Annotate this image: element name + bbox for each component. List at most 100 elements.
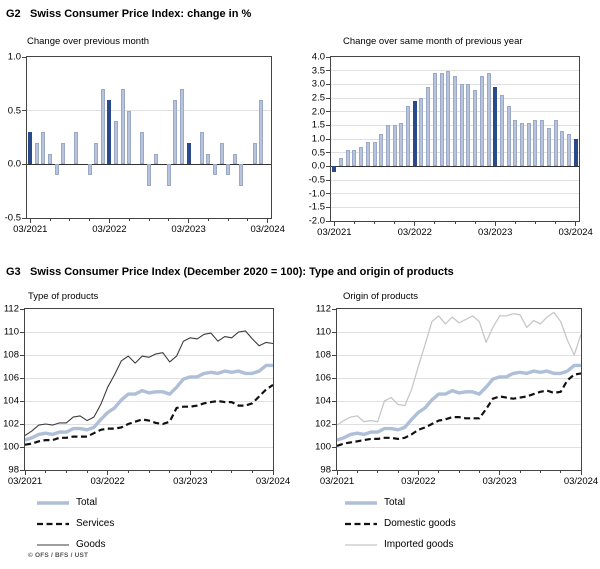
x-axis-minor-tick [434, 221, 436, 224]
y-axis-tick [326, 70, 330, 72]
bar [526, 122, 531, 167]
x-axis-major-tick [267, 218, 269, 223]
x-axis-minor-tick [394, 221, 396, 224]
y-axis-label: 0.5 [7, 105, 21, 117]
y-axis-label: 106 [3, 372, 19, 384]
bar [34, 142, 39, 165]
y-axis-label: 98 [8, 464, 19, 476]
origin-lines [337, 311, 581, 447]
y-axis-tick [326, 83, 330, 85]
x-axis-major-tick [272, 470, 274, 475]
bar [479, 76, 484, 167]
x-axis-label: 03/2024 [558, 227, 593, 238]
legend-line-sample [37, 500, 69, 505]
origin-chart-legend: Total Domestic goods Imported goods [345, 492, 456, 555]
y-gridline [25, 400, 273, 402]
bar [61, 142, 66, 165]
y-axis-label: -1.5 [308, 201, 325, 213]
x-axis-minor-tick [377, 470, 379, 473]
bar [94, 142, 99, 165]
y-axis-label: 1.5 [311, 119, 325, 131]
y-gridline [331, 179, 579, 181]
legend-item: Domestic goods [345, 513, 456, 534]
x-axis-major-tick [189, 470, 191, 475]
bar [140, 132, 145, 165]
legend-line-sample [345, 522, 377, 525]
y-gridline [337, 331, 581, 333]
bar [239, 164, 244, 186]
x-axis-minor-tick [49, 218, 51, 221]
y-axis-label: 112 [3, 303, 19, 315]
bar [147, 164, 151, 186]
x-axis-label: 03/2021 [13, 224, 48, 235]
y-axis-tick [20, 377, 24, 379]
x-axis-minor-tick [127, 470, 129, 473]
x-axis-label: 03/2024 [563, 476, 599, 487]
bar [406, 106, 411, 167]
bar-highlight [493, 87, 498, 167]
bar [74, 132, 79, 165]
x-axis-minor-tick [397, 470, 399, 473]
x-axis-minor-tick [478, 470, 480, 473]
bar [179, 89, 184, 165]
mom-chart-subtitle: Change over previous month [27, 36, 149, 47]
legend-swatch-services [37, 521, 69, 527]
y-axis-label: 110 [3, 326, 19, 338]
y-axis-tick [20, 423, 24, 425]
y-axis-label: 100 [3, 441, 19, 453]
legend-label: Domestic goods [384, 518, 456, 529]
g2-header: G2 Swiss Consumer Price Index: change in… [6, 8, 251, 20]
bar [553, 119, 558, 167]
y-axis-tick [326, 220, 330, 222]
y-axis-tick [326, 138, 330, 140]
yoy-bar-chart: -2.0 -1.5 -1.0 -0.5 0.0 0.5 1.0 1.5 2.0 2.5 3.0 3.5… [309, 52, 593, 239]
x-axis-major-tick [494, 221, 496, 226]
bar-highlight [186, 142, 191, 165]
type-chart-subtitle: Type of products [28, 291, 99, 302]
y-axis-label: 1.0 [7, 51, 21, 63]
bar [345, 149, 350, 167]
x-axis-minor-tick [353, 221, 355, 224]
bar [339, 158, 344, 167]
bar-highlight [28, 132, 33, 165]
y-gridline [337, 423, 581, 425]
type-lines [25, 330, 273, 446]
bar [226, 164, 231, 176]
bar [372, 141, 377, 167]
y-gridline [337, 446, 581, 448]
bar [252, 142, 257, 165]
bar [473, 89, 478, 167]
x-axis-minor-tick [65, 470, 67, 473]
legend-label: Goods [76, 539, 106, 550]
y-gridline [337, 377, 581, 379]
y-axis-label: 2.0 [311, 106, 325, 118]
x-axis-major-tick [107, 470, 109, 475]
bar [560, 130, 565, 167]
x-axis-minor-tick [560, 470, 562, 473]
y-gridline [337, 400, 581, 402]
bar [419, 98, 424, 167]
y-axis-label: 0.5 [311, 147, 325, 159]
x-axis-label: 03/2022 [397, 227, 432, 238]
y-axis-tick [326, 111, 330, 113]
legend-item: Services [37, 513, 114, 534]
y-axis-tick [20, 446, 24, 448]
x-axis-minor-tick [454, 221, 456, 224]
x-axis-minor-tick [438, 470, 440, 473]
g3-header: G3 Swiss Consumer Price Index (December … [6, 266, 454, 278]
x-axis-minor-tick [148, 470, 150, 473]
origin-line-chart: 98 100 102 104 106 108 110 112 03/2021 03/2022 03/… [315, 304, 598, 488]
y-axis-tick [326, 193, 330, 195]
bar [506, 106, 511, 167]
bar [459, 84, 464, 167]
series-line-goods [25, 330, 273, 436]
x-axis-label: 03/2023 [482, 476, 517, 487]
bar [87, 164, 92, 176]
y-gridline [25, 423, 273, 425]
y-axis-tick [20, 331, 24, 333]
x-axis-label: 03/2022 [90, 476, 125, 487]
bar [426, 87, 431, 167]
series-line-services [25, 383, 273, 446]
mom-bar-chart: -0.5 0.0 0.5 1.0 03/2021 03/2022 03/2023 03/202… [5, 52, 285, 236]
